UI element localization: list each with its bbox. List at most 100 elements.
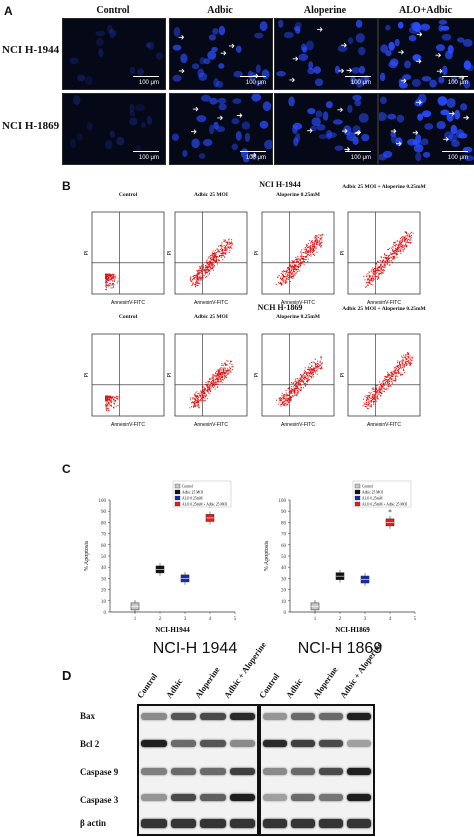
cell-event <box>280 283 281 285</box>
cell-event <box>364 279 366 281</box>
cell-event <box>199 277 201 279</box>
cell-event <box>198 278 199 280</box>
cell-event <box>197 271 198 273</box>
cell-event <box>405 361 407 363</box>
cell-event <box>399 365 401 367</box>
cell-event <box>197 396 199 398</box>
cell-event <box>380 273 382 274</box>
cell-event <box>199 395 201 397</box>
cell-event <box>224 239 226 241</box>
cell-event <box>295 272 297 274</box>
cell-event <box>307 253 309 255</box>
cell-event <box>211 264 213 266</box>
arrow-marker <box>354 130 361 136</box>
arrow-marker <box>398 49 404 55</box>
cell-event <box>379 273 381 275</box>
cell-event <box>376 276 378 278</box>
cell-event <box>375 389 377 390</box>
cell-event <box>223 253 225 255</box>
cell-event <box>404 239 406 241</box>
cell-event <box>368 401 370 403</box>
nucleus <box>420 138 429 146</box>
cell-event <box>412 232 414 234</box>
cell-event <box>412 356 414 358</box>
cell-event <box>201 277 203 279</box>
significance-marker: * <box>208 504 212 512</box>
cell-event <box>387 381 389 383</box>
nucleus <box>302 46 308 53</box>
cell-event <box>293 381 295 383</box>
cell-event <box>376 385 378 387</box>
cell-event <box>307 258 309 260</box>
cell-event <box>298 383 300 385</box>
cell-event <box>306 373 308 375</box>
cell-event <box>105 278 107 280</box>
nucleus <box>69 57 79 64</box>
cell-event <box>378 398 380 400</box>
cell-event <box>382 269 384 271</box>
cell-event <box>197 272 199 274</box>
cell-event <box>320 368 322 370</box>
cell-event <box>229 362 231 364</box>
cell-event <box>281 278 283 280</box>
cell-event <box>304 367 306 369</box>
cell-event <box>208 256 210 258</box>
cell-event <box>399 243 400 245</box>
cell-event <box>215 255 217 257</box>
cell-event <box>400 245 402 247</box>
cell-event <box>109 274 111 276</box>
cell-event <box>310 368 312 369</box>
cell-event <box>315 248 317 250</box>
cell-event <box>198 270 200 272</box>
cell-event <box>367 279 369 281</box>
cell-event <box>369 283 371 285</box>
cell-event <box>397 240 399 242</box>
cell-event <box>197 269 199 271</box>
cell-event <box>202 395 204 397</box>
x-tick-label: 2 <box>339 617 342 622</box>
wb-band <box>263 713 287 720</box>
cell-event <box>107 400 109 402</box>
legend-label: ALO 0.25mM <box>182 497 203 501</box>
cell-event <box>107 395 109 397</box>
cell-event <box>383 385 385 387</box>
cell-event <box>282 281 284 283</box>
cell-event <box>289 261 291 263</box>
col-title-aloperine: Aloperine <box>303 5 347 16</box>
cell-event <box>290 276 292 278</box>
cell-event <box>303 378 304 379</box>
cell-event <box>296 378 298 379</box>
cell-event <box>200 275 202 277</box>
cell-event <box>405 363 407 365</box>
cell-event <box>375 385 377 387</box>
cell-event <box>203 395 204 397</box>
cell-event <box>193 283 195 285</box>
cell-event <box>377 260 378 262</box>
cell-event <box>110 274 112 276</box>
nucleus <box>442 65 448 76</box>
wb-lane-label: Adbic <box>163 676 185 700</box>
cell-event <box>218 369 220 371</box>
nucleus <box>387 113 397 120</box>
cell-event <box>395 375 397 377</box>
cell-event <box>211 268 213 269</box>
cell-event <box>295 261 297 263</box>
cell-event <box>377 269 379 271</box>
wb-band <box>200 740 226 747</box>
cell-event <box>384 383 386 385</box>
cell-event <box>409 362 411 364</box>
cell-event <box>306 378 307 380</box>
cell-event <box>194 276 196 278</box>
cell-event <box>206 271 208 273</box>
cell-event <box>409 239 411 241</box>
cell-event <box>375 400 377 402</box>
cell-event <box>303 376 305 378</box>
cell-event <box>280 399 282 401</box>
cell-event <box>201 401 203 403</box>
cell-event <box>397 372 399 374</box>
cell-event <box>307 380 309 382</box>
nucleus <box>358 46 366 56</box>
cell-event <box>214 256 216 258</box>
nucleus <box>355 33 365 43</box>
wb-band <box>141 819 167 828</box>
